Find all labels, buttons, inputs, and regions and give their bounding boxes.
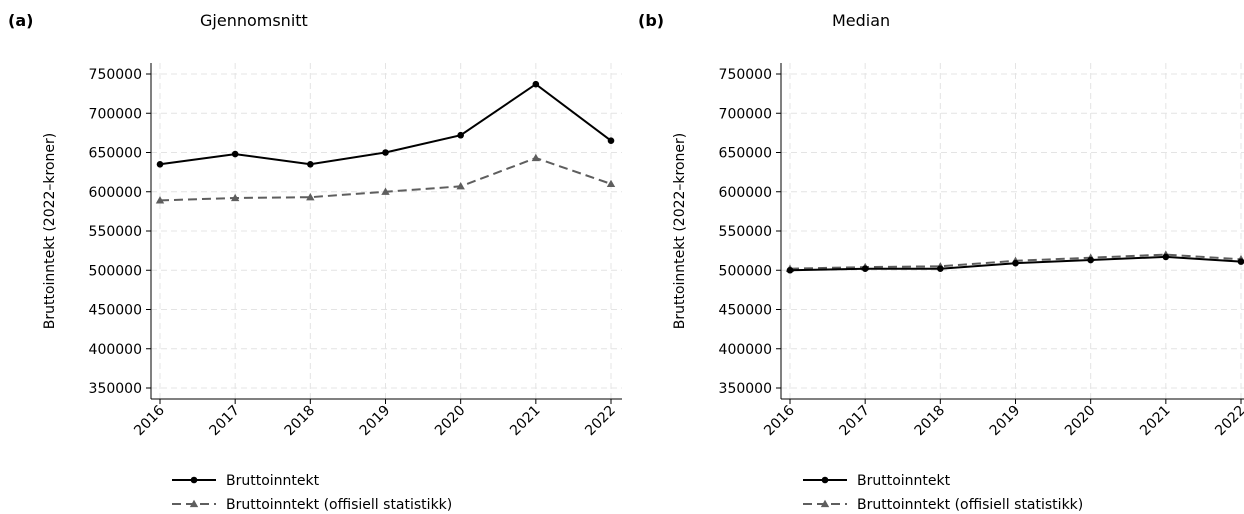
legend-marker xyxy=(820,499,830,508)
series-bruttoinntekt xyxy=(786,253,1244,274)
legend-label: Bruttoinntekt (offisiell statistikk) xyxy=(226,497,452,513)
panel-label: (a) xyxy=(8,11,33,30)
x-tick-label: 2019 xyxy=(357,403,394,440)
legend-label: Bruttoinntekt (offisiell statistikk) xyxy=(857,497,1083,513)
data-point xyxy=(1012,259,1019,267)
series-bruttoinntekt xyxy=(156,80,615,168)
data-point xyxy=(1237,258,1244,265)
legend: Bruttoinntekt Bruttoinntekt (offisiell st… xyxy=(803,473,1083,513)
data-point xyxy=(532,80,540,88)
y-axis-label: Bruttoinntekt (2022–kroner) xyxy=(672,133,688,329)
data-point xyxy=(156,160,164,168)
chart-panel-b: (b) Median 350000 400000 450000 500000 550000 6… xyxy=(638,11,1244,513)
x-tick-label: 2020 xyxy=(1062,403,1099,440)
y-tick-label: 400000 xyxy=(719,342,772,358)
y-tick-label: 400000 xyxy=(89,342,142,358)
chart-panel-a: (a) Gjennomsnitt 350000 400000 450000 500000 5… xyxy=(8,11,622,513)
panel-title: Median xyxy=(832,11,890,30)
data-point xyxy=(531,153,541,162)
data-point xyxy=(307,160,314,168)
panel-label: (b) xyxy=(638,11,664,30)
y-tick-label: 700000 xyxy=(719,106,772,122)
data-point xyxy=(382,149,389,156)
y-tick-label: 450000 xyxy=(719,303,772,319)
legend-label: Bruttoinntekt xyxy=(226,473,320,489)
y-tick-label: 500000 xyxy=(719,263,772,279)
legend-marker xyxy=(821,476,829,484)
legend: Bruttoinntekt Bruttoinntekt (offisiell st… xyxy=(172,473,452,513)
y-tick-label: 650000 xyxy=(89,146,142,162)
y-tick-label: 650000 xyxy=(719,146,772,162)
y-tick-label: 500000 xyxy=(89,263,142,279)
y-tick-label: 750000 xyxy=(89,67,142,83)
gridlines xyxy=(781,63,1244,399)
data-point xyxy=(786,266,794,274)
series-offisiell-statistikk xyxy=(155,153,616,204)
x-tick-label: 2021 xyxy=(1137,403,1174,440)
data-point xyxy=(606,179,616,188)
y-tick-label: 600000 xyxy=(719,185,772,201)
data-point xyxy=(231,150,239,158)
y-tick-label: 700000 xyxy=(89,106,142,122)
x-tick-label: 2022 xyxy=(1212,403,1244,440)
x-tick-label: 2022 xyxy=(582,403,619,440)
x-tick-label: 2017 xyxy=(206,403,243,440)
data-point xyxy=(937,265,944,272)
data-point xyxy=(306,193,315,201)
panel-title: Gjennomsnitt xyxy=(200,11,308,30)
y-tick-label: 350000 xyxy=(719,381,772,397)
x-tick-label: 2016 xyxy=(131,402,168,439)
x-tick-label: 2021 xyxy=(507,403,544,440)
data-point xyxy=(457,131,464,139)
data-point xyxy=(861,265,869,272)
y-tick-label: 350000 xyxy=(89,381,142,397)
y-tick-label: 450000 xyxy=(89,303,142,319)
y-tick-label: 550000 xyxy=(89,224,142,240)
data-point xyxy=(381,187,390,195)
data-point xyxy=(230,193,240,202)
x-tick-label: 2020 xyxy=(432,403,469,440)
data-point xyxy=(607,137,615,145)
data-point xyxy=(456,182,465,190)
x-tick-label: 2018 xyxy=(912,403,949,440)
legend-marker xyxy=(190,476,198,484)
legend-marker xyxy=(189,499,199,508)
y-tick-label: 600000 xyxy=(89,185,142,201)
y-tick-label: 550000 xyxy=(719,224,772,240)
data-point xyxy=(1162,253,1170,261)
x-tick-label: 2016 xyxy=(761,402,798,439)
x-tick-label: 2019 xyxy=(987,403,1024,440)
x-tick-label: 2017 xyxy=(836,403,873,440)
y-tick-label: 750000 xyxy=(719,67,772,83)
data-point xyxy=(1087,256,1094,264)
data-point xyxy=(155,196,165,204)
x-tick-label: 2018 xyxy=(282,403,319,440)
gridlines xyxy=(151,63,622,399)
legend-label: Bruttoinntekt xyxy=(857,473,951,489)
y-axis-label: Bruttoinntekt (2022–kroner) xyxy=(42,133,58,329)
